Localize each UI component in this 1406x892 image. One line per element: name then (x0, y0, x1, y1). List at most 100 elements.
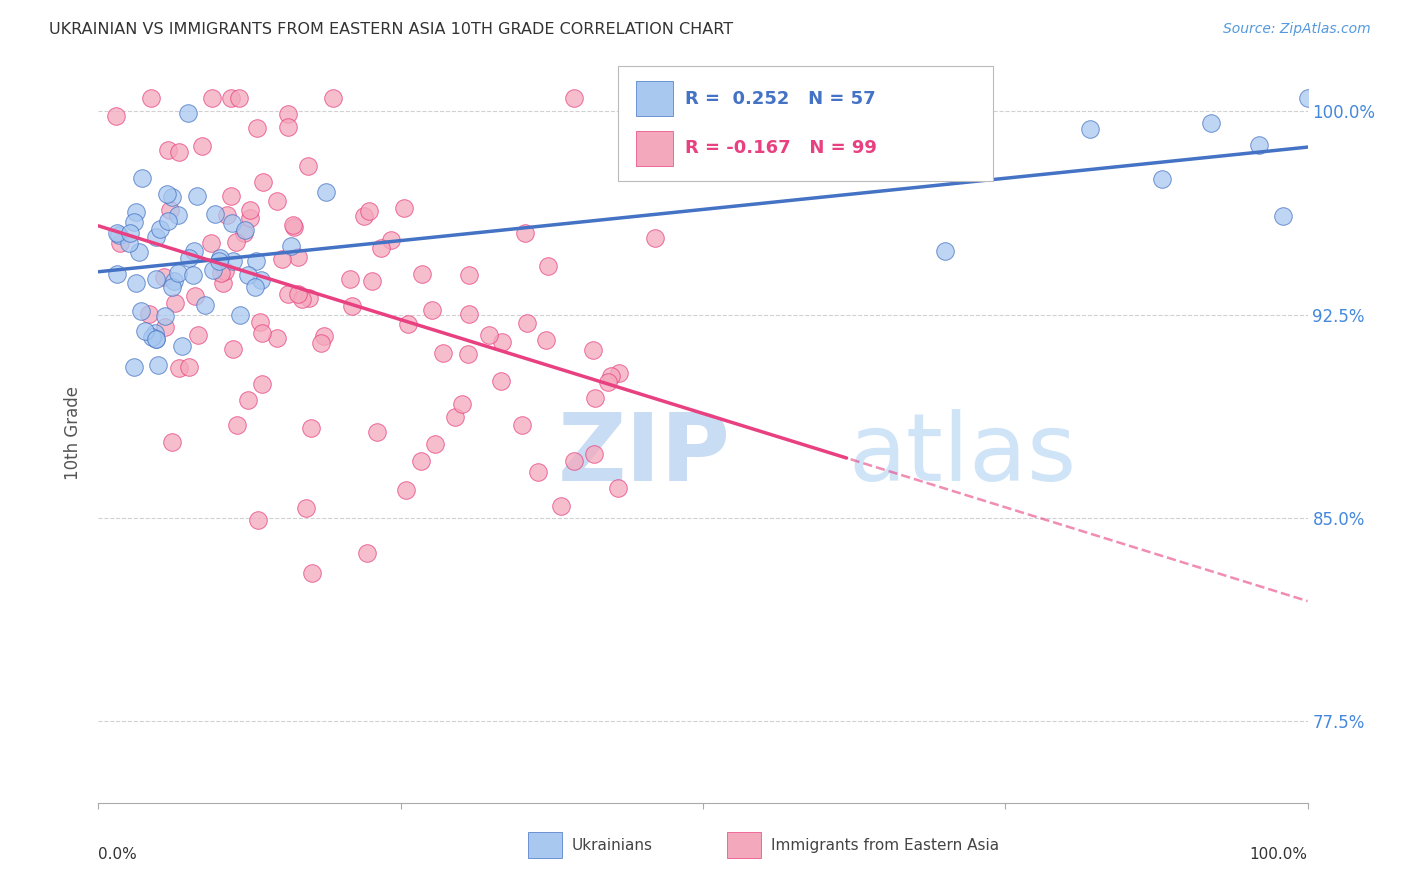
Point (1078, 122, 1101, 136)
Point (934, 244, 956, 258)
Text: Source: ZipAtlas.com: Source: ZipAtlas.com (1223, 22, 1371, 37)
Point (245, 253, 267, 268)
Point (167, 145, 190, 159)
Point (239, 211, 262, 225)
Point (444, 409, 467, 424)
Point (295, 501, 318, 516)
Point (301, 566, 323, 581)
Point (225, 235, 247, 249)
Point (280, 238, 302, 252)
Point (299, 421, 322, 435)
Point (270, 252, 292, 266)
Point (122, 215, 145, 229)
Point (451, 397, 474, 411)
Point (1199, 116, 1222, 130)
Point (1272, 209, 1295, 223)
Point (356, 546, 378, 560)
Point (138, 307, 160, 321)
Point (208, 254, 231, 268)
Point (1296, 91, 1319, 105)
Point (145, 272, 167, 286)
Point (353, 209, 375, 223)
Point (312, 329, 335, 343)
Point (513, 226, 536, 240)
Point (176, 106, 198, 120)
Point (606, 481, 628, 495)
Point (582, 343, 605, 357)
Point (277, 106, 299, 120)
Text: Immigrants from Eastern Asia: Immigrants from Eastern Asia (770, 838, 998, 853)
Point (534, 333, 557, 347)
Point (215, 208, 238, 222)
Point (118, 227, 141, 241)
Point (277, 287, 299, 301)
Point (250, 377, 273, 392)
Point (145, 332, 167, 346)
Point (105, 227, 128, 241)
Point (550, 499, 572, 513)
Point (110, 235, 132, 250)
Point (221, 254, 243, 268)
Point (183, 244, 205, 258)
Point (252, 175, 274, 189)
Point (266, 331, 288, 345)
Point (149, 222, 172, 236)
Point (163, 295, 186, 310)
Point (226, 417, 249, 432)
Point (187, 327, 209, 342)
Point (246, 121, 269, 136)
Text: R =  0.252   N = 57: R = 0.252 N = 57 (685, 90, 876, 108)
Point (228, 91, 250, 105)
Bar (727, 831, 761, 858)
Point (339, 272, 361, 286)
Point (160, 435, 183, 450)
Point (239, 202, 262, 217)
Point (122, 359, 145, 374)
Point (134, 325, 156, 339)
Point (526, 465, 548, 479)
Point (163, 274, 186, 288)
Point (287, 287, 309, 301)
Point (370, 241, 392, 255)
Point (510, 417, 533, 432)
Point (277, 120, 299, 134)
Point (201, 91, 224, 105)
Point (160, 189, 183, 203)
Point (411, 268, 433, 282)
Point (1152, 172, 1174, 186)
Point (186, 189, 208, 203)
Point (184, 288, 207, 302)
Point (582, 447, 605, 461)
Point (209, 266, 232, 280)
Point (1249, 138, 1271, 153)
Point (562, 454, 585, 468)
Point (172, 339, 194, 353)
Point (167, 208, 190, 222)
Point (564, 91, 586, 105)
Point (366, 425, 388, 439)
Bar (637, 131, 672, 167)
Point (219, 91, 242, 105)
Point (600, 369, 623, 384)
Point (191, 138, 214, 153)
FancyBboxPatch shape (619, 66, 993, 181)
Point (125, 276, 148, 290)
Point (145, 230, 167, 244)
Point (202, 262, 225, 277)
Point (245, 279, 267, 293)
Point (145, 332, 167, 346)
Point (315, 185, 337, 199)
Point (250, 273, 273, 287)
Point (181, 268, 204, 283)
Text: 0.0%: 0.0% (98, 847, 138, 863)
Point (159, 202, 181, 217)
Point (229, 308, 252, 322)
Text: 100.0%: 100.0% (1250, 847, 1308, 863)
Point (236, 268, 259, 282)
Point (297, 159, 319, 173)
Point (249, 315, 271, 329)
Point (607, 366, 630, 380)
Point (214, 263, 236, 277)
Point (105, 267, 128, 281)
Point (153, 309, 176, 323)
